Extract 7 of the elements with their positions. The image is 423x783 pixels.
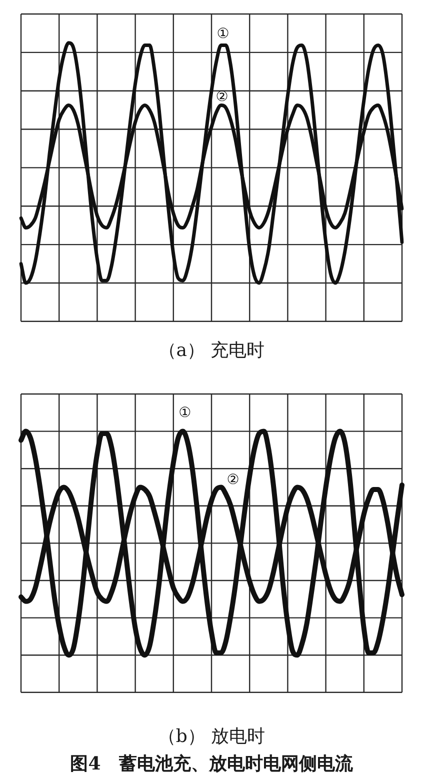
series-label: ② (216, 88, 228, 105)
text: （b） 放电时 (158, 726, 266, 747)
series-label: ① (178, 404, 192, 421)
series-label: ① (216, 26, 230, 42)
series-label: ② (226, 472, 240, 488)
caption: 图4 蓄电池充、放电时电网侧电流 (70, 754, 354, 775)
text: （a） 充电时 (158, 340, 265, 361)
